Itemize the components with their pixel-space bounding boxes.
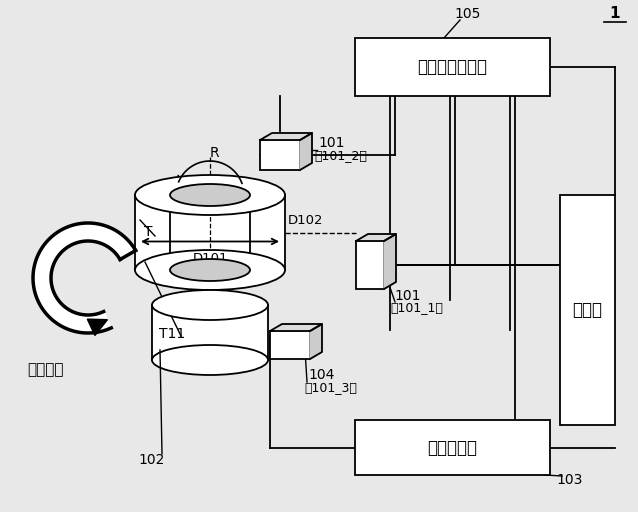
Text: D102: D102	[288, 214, 323, 227]
Bar	[356, 241, 384, 289]
Text: 104: 104	[585, 293, 611, 307]
Bar	[355, 38, 550, 96]
Bar	[152, 305, 268, 360]
Ellipse shape	[135, 175, 285, 215]
Text: 回転方向: 回転方向	[27, 362, 63, 377]
Text: T: T	[144, 225, 152, 239]
Ellipse shape	[200, 303, 220, 313]
Ellipse shape	[135, 250, 285, 290]
Text: 101: 101	[394, 289, 420, 303]
Text: 105: 105	[455, 7, 481, 21]
Bar	[200, 270, 220, 308]
Polygon shape	[356, 234, 396, 241]
Text: D101: D101	[192, 251, 228, 265]
Text: 101: 101	[318, 136, 345, 150]
Text: （101_2）: （101_2）	[314, 150, 367, 162]
Bar	[270, 331, 310, 359]
Bar	[560, 195, 615, 425]
Text: ユニット駅動部: ユニット駅動部	[417, 58, 487, 76]
Bar	[260, 140, 300, 170]
Text: R: R	[209, 146, 219, 160]
Ellipse shape	[152, 290, 268, 320]
Polygon shape	[384, 234, 396, 289]
Text: 104: 104	[308, 368, 334, 382]
Text: 103: 103	[557, 473, 583, 487]
Polygon shape	[260, 133, 312, 140]
Ellipse shape	[152, 345, 268, 375]
Bar	[355, 420, 550, 475]
Ellipse shape	[170, 259, 250, 281]
Text: 制御部: 制御部	[572, 301, 602, 319]
Polygon shape	[310, 324, 322, 359]
Polygon shape	[300, 133, 312, 170]
Text: T12: T12	[165, 199, 191, 213]
Text: 1: 1	[610, 7, 620, 22]
Text: T11: T11	[159, 327, 185, 341]
Polygon shape	[270, 324, 322, 331]
Bar	[135, 195, 285, 270]
Ellipse shape	[170, 184, 250, 206]
Text: （101_1）: （101_1）	[390, 302, 443, 314]
Polygon shape	[33, 223, 136, 333]
Text: 102: 102	[139, 453, 165, 467]
Text: （101_3）: （101_3）	[304, 381, 357, 395]
Polygon shape	[87, 319, 107, 335]
Text: エンコーダ: エンコーダ	[427, 438, 477, 457]
